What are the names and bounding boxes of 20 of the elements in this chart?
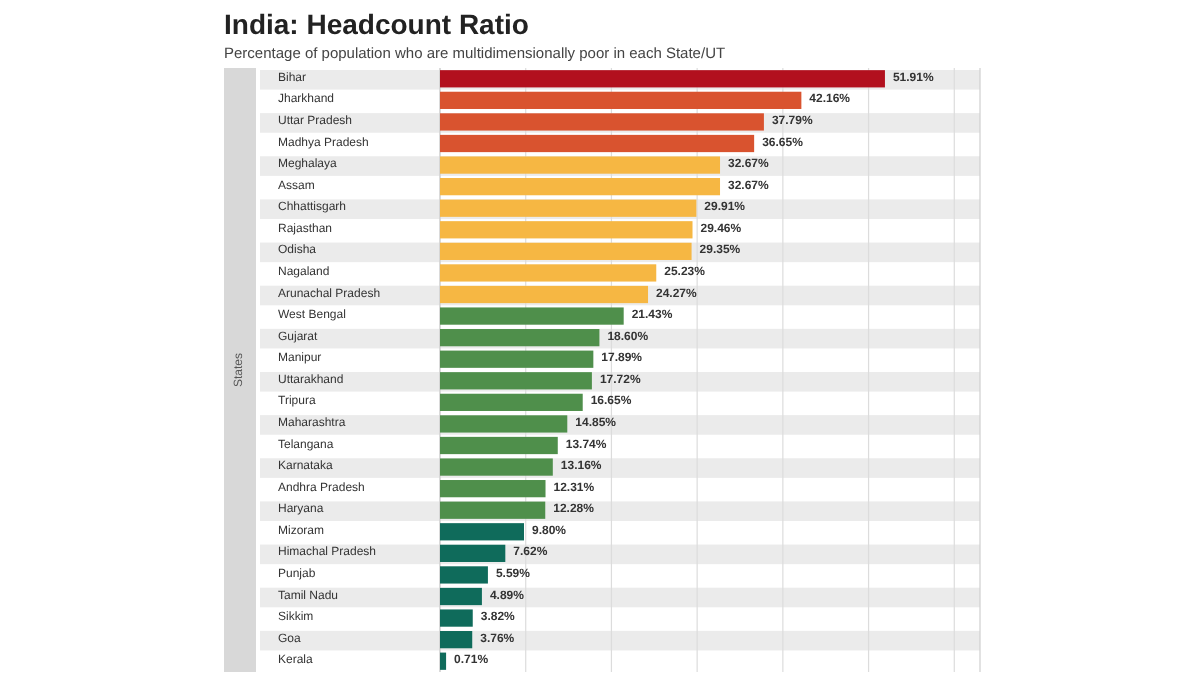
bar	[440, 631, 473, 649]
bar	[440, 329, 600, 347]
bar	[440, 264, 657, 282]
bar	[440, 652, 447, 670]
chart-title: India: Headcount Ratio	[224, 8, 529, 40]
bar	[440, 458, 553, 476]
bar	[440, 372, 592, 390]
bar	[440, 393, 583, 411]
bar	[440, 587, 482, 606]
bar	[440, 501, 546, 519]
bar	[440, 307, 624, 325]
bar	[440, 609, 473, 627]
bar	[440, 566, 488, 584]
bar	[440, 415, 568, 433]
bar	[440, 436, 558, 455]
bar	[440, 480, 546, 498]
bar	[440, 285, 649, 304]
bar	[440, 350, 594, 368]
bar	[440, 523, 524, 541]
bar	[440, 544, 506, 562]
